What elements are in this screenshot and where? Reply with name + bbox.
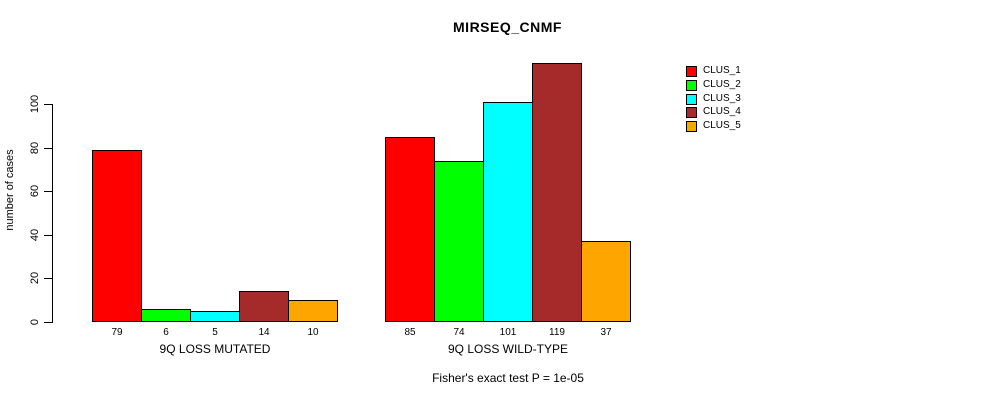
legend-swatch-clus_1 [686, 66, 697, 77]
legend-label: CLUS_1 [703, 65, 741, 76]
legend-swatch-clus_3 [686, 93, 697, 105]
y-tick-label: 20 [29, 272, 41, 285]
legend-label: CLUS_4 [703, 106, 741, 118]
y-tick-mark [44, 278, 52, 280]
legend-swatch-clus_5 [686, 121, 697, 132]
bar-clus_3 [190, 311, 240, 322]
legend-label: CLUS_3 [703, 92, 741, 104]
bar-value-label: 119 [549, 327, 565, 338]
bar-clus_2 [434, 161, 484, 322]
y-tick-mark [44, 104, 52, 105]
bar-clus_1 [385, 137, 435, 322]
y-tick-label: 80 [29, 141, 41, 154]
bar-value-label: 10 [307, 327, 319, 338]
bar-value-label: 6 [163, 327, 169, 338]
y-tick-label: 40 [29, 228, 41, 241]
bar-value-label: 5 [212, 327, 218, 338]
y-tick-mark [44, 191, 52, 193]
legend-label: CLUS_2 [703, 78, 741, 90]
group-label: 9Q LOSS WILD-TYPE [447, 342, 569, 356]
bar-value-label: 37 [600, 327, 612, 338]
y-axis-line [52, 104, 53, 323]
legend-swatch-clus_4 [686, 107, 697, 119]
legend-swatch-clus_2 [686, 79, 697, 91]
bar-value-label: 85 [404, 327, 416, 338]
bar-clus_4 [239, 291, 289, 322]
bar-value-label: 14 [258, 327, 270, 338]
bar-clus_4 [532, 63, 582, 322]
bar-clus_3 [483, 102, 533, 322]
bar-clus_5 [288, 300, 338, 322]
bar-clus_1 [92, 150, 142, 322]
y-tick-label: 0 [29, 318, 41, 326]
bar-value-label: 74 [453, 327, 465, 338]
group-label: 9Q LOSS MUTATED [159, 342, 271, 356]
caption-fishers-test: Fisher's exact test P = 1e-05 [432, 371, 584, 385]
y-tick-label: 100 [29, 94, 41, 114]
legend-label: CLUS_5 [703, 120, 741, 131]
bar-clus_2 [141, 309, 191, 322]
bar-value-label: 101 [499, 327, 517, 338]
y-tick-mark [44, 322, 52, 323]
y-axis-title: number of cases [4, 149, 16, 231]
bar-clus_5 [581, 241, 631, 322]
y-tick-mark [44, 147, 52, 149]
bar-value-label: 79 [111, 327, 123, 338]
chart-title: MIRSEQ_CNMF [453, 19, 562, 35]
y-tick-mark [44, 234, 52, 236]
y-tick-label: 60 [29, 185, 41, 198]
